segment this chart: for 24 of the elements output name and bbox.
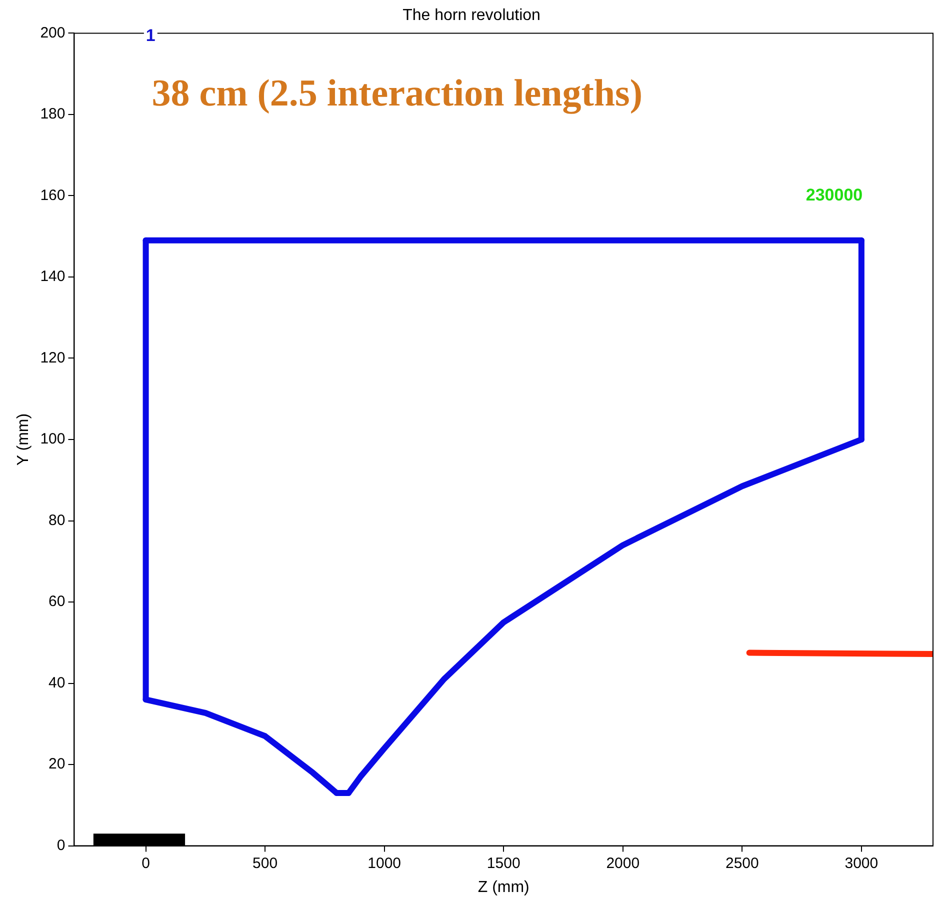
annotation: 230000 — [806, 185, 863, 204]
y-tick-label: 180 — [40, 106, 66, 123]
x-tick-label: 2500 — [725, 854, 759, 872]
y-tick-label: 0 — [56, 836, 66, 854]
annotation: 1 — [146, 26, 156, 46]
x-tick-label: 500 — [252, 854, 278, 872]
y-tick-label: 60 — [48, 593, 66, 610]
y-axis-title: Y (mm) — [15, 413, 32, 466]
x-tick-label: 0 — [142, 854, 150, 872]
x-axis-title: Z (mm) — [478, 878, 530, 896]
y-tick-label: 140 — [40, 268, 66, 286]
x-tick-label: 3000 — [844, 854, 878, 872]
x-tick-label: 1000 — [368, 854, 402, 872]
y-tick-label: 80 — [48, 512, 66, 529]
chart-title: The horn revolution — [402, 7, 540, 24]
x-tick-label: 2000 — [606, 854, 640, 872]
y-tick-label: 20 — [48, 756, 66, 773]
y-tick-label: 40 — [48, 674, 66, 692]
y-tick-label: 100 — [40, 430, 66, 448]
annotation: 38 cm (2.5 interaction lengths) — [152, 72, 643, 115]
y-tick-label: 120 — [40, 349, 66, 366]
x-tick-label: 1500 — [486, 854, 520, 872]
y-tick-label: 200 — [40, 24, 66, 42]
y-tick-label: 160 — [40, 186, 66, 204]
